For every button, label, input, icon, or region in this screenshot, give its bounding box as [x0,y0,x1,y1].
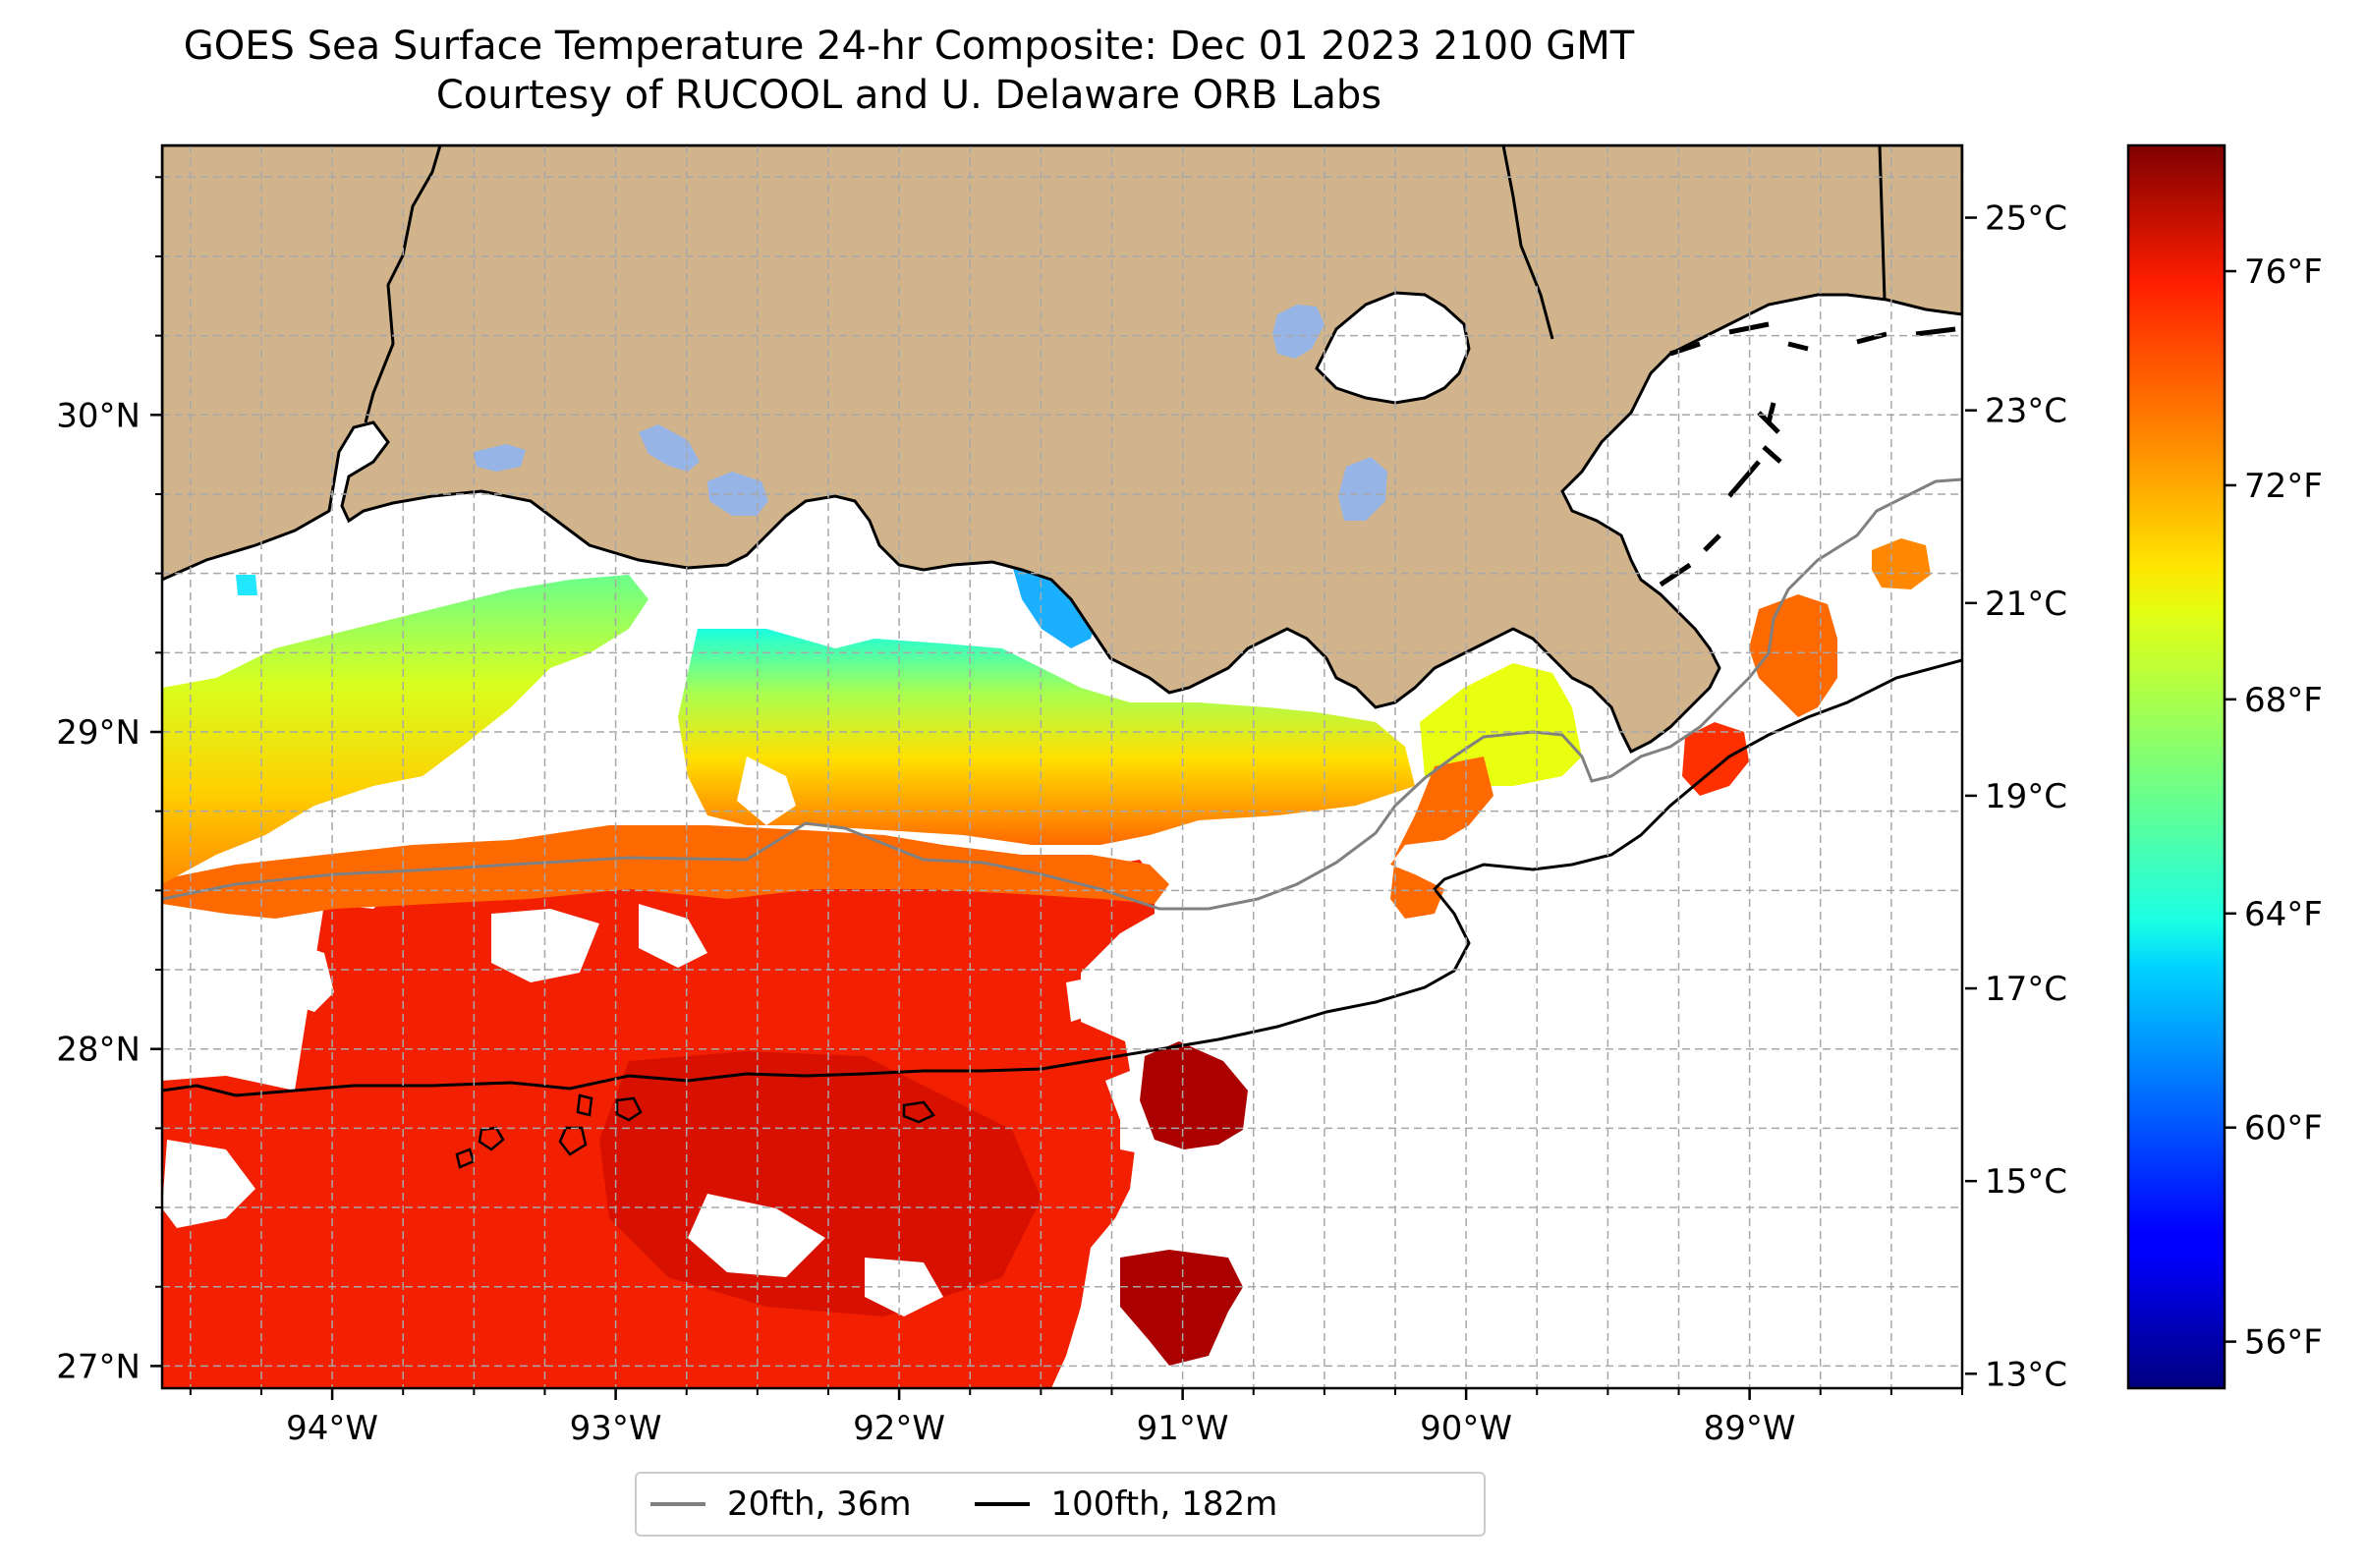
inland-lake-blue-1 [1272,305,1324,359]
sst-gap-central [545,668,943,1316]
isobath-20fth [162,477,1962,911]
lat-tick-label: 30°N [56,396,141,435]
figure-title: GOES Sea Surface Temperature 24-hr Compo… [0,22,1818,120]
legend-line-black [974,1502,1030,1506]
sst-red-east-patch [1682,722,1749,796]
colorbar-gradient [2126,143,2226,1390]
celsius-tick-label: 13°C [1985,1355,2067,1394]
map-panel [160,143,1964,1390]
sst-gap-west [162,904,707,1228]
celsius-tick-label: 17°C [1985,970,2067,1009]
lake-pontchartrain [1315,291,1471,405]
lon-tick-label: 90°W [1420,1409,1512,1448]
legend: 20fth, 36m 100fth, 182m [635,1472,1486,1537]
sst-yellow-east [1420,663,1582,786]
lon-tick-label: 91°W [1137,1409,1229,1448]
fahrenheit-tick-label: 68°F [2244,681,2323,720]
land-mass [162,145,1962,755]
map-frame [160,143,1964,1390]
sst-field [162,393,1931,1388]
legend-item-20fth: 20fth, 36m [650,1484,912,1524]
lon-tick-label: 93°W [570,1409,662,1448]
fahrenheit-ticks: 76°F 72°F 68°F 64°F 60°F 56°F [2225,252,2323,1363]
lon-tick-label: 89°W [1704,1409,1796,1448]
isobath-100fth [162,658,1962,1097]
sst-central-cyan-yellow [678,629,1415,845]
sst-orange-ne-patch [1872,538,1931,589]
state-boundary-ms-al [1878,145,1887,301]
lon-tick-label: 92°W [853,1409,945,1448]
latitude-ticks: 30°N 29°N 28°N 27°N [56,396,162,1386]
sst-dark-red-patch-1 [1140,1041,1248,1149]
lat-tick-label: 29°N [56,713,141,753]
celsius-tick-label: 15°C [1985,1162,2067,1202]
sst-gap-east [1066,978,1145,1154]
lon-tick-label: 94°W [286,1409,378,1448]
sst-orange-delta-patch [1749,594,1837,717]
inland-lake-blue-5 [1338,457,1387,521]
fahrenheit-tick-label: 76°F [2244,252,2323,292]
minor-ticks [155,176,1963,1395]
longitude-ticks: 94°W 93°W 92°W 91°W 90°W 89°W [286,1388,1796,1448]
legend-label-20fth: 20fth, 36m [727,1484,912,1524]
fahrenheit-tick-label: 60°F [2244,1109,2323,1148]
fahrenheit-tick-label: 56°F [2244,1323,2323,1363]
gridlines [162,145,1962,1388]
legend-line-gray [650,1502,705,1506]
lat-tick-label: 27°N [56,1347,141,1386]
state-boundary-la-ms [1501,145,1554,340]
celsius-ticks: 25°C 23°C 21°C 19°C 17°C 15°C 13°C [1965,199,2067,1394]
celsius-tick-label: 25°C [1985,199,2067,239]
title-line-2: Courtesy of RUCOOL and U. Delaware ORB L… [435,73,1382,118]
celsius-tick-label: 21°C [1985,585,2067,624]
sst-orange-band [162,825,1169,919]
fahrenheit-tick-label: 64°F [2244,895,2323,934]
lat-tick-label: 28°N [56,1031,141,1070]
inland-lake-blue-2 [639,424,700,472]
legend-label-100fth: 100fth, 182m [1050,1484,1278,1524]
inland-lake-blue-4 [474,444,526,472]
state-boundary-tx-la [364,145,442,423]
colorbar: 25°C 23°C 21°C 19°C 17°C 15°C 13°C 76°F 72°F 68°… [1965,143,2323,1394]
celsius-tick-label: 19°C [1985,777,2067,816]
title-line-1: GOES Sea Surface Temperature 24-hr Compo… [183,24,1635,69]
legend-item-100fth: 100fth, 182m [974,1484,1278,1524]
celsius-tick-label: 23°C [1985,392,2067,431]
sst-orange-east-patch [1390,756,1493,919]
sst-dark-red-patch-2 [1120,1250,1243,1366]
fahrenheit-tick-label: 72°F [2244,467,2323,506]
